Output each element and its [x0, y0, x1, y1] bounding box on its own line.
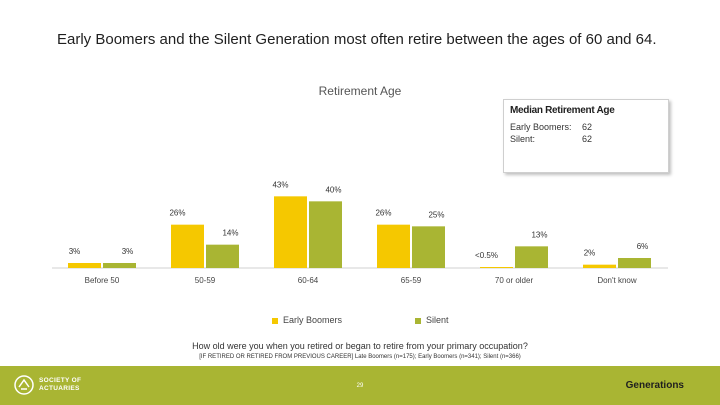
legend-label: Silent — [426, 315, 449, 325]
x-tick-label: Don't know — [597, 276, 637, 285]
data-label: 25% — [428, 210, 444, 219]
bar-silent — [412, 226, 445, 268]
chart-title: Retirement Age — [318, 84, 402, 98]
median-row-silent: Silent: 62 — [510, 134, 592, 144]
data-label: 43% — [272, 180, 288, 189]
bar-silent — [206, 244, 239, 268]
data-label: 26% — [169, 209, 185, 218]
data-label: 40% — [325, 185, 341, 194]
median-row-label: Early Boomers: — [510, 122, 572, 132]
footer-bar: SOCIETY OF ACTUARIES 29 Generations — [0, 366, 720, 405]
median-retirement-age-box: Median Retirement Age Early Boomers: 62 … — [503, 99, 669, 173]
legend-swatch-silent — [415, 317, 421, 324]
bar-early-boomers — [274, 196, 307, 268]
x-tick-label: 50-59 — [195, 276, 216, 285]
legend-item-early-boomers: Early Boomers — [272, 315, 342, 325]
sample-note: [IF RETIRED OR RETIRED FROM PREVIOUS CAR… — [199, 354, 521, 360]
median-box-title: Median Retirement Age — [510, 105, 615, 116]
legend-swatch-early-boomers — [272, 317, 278, 324]
data-label: 3% — [122, 247, 134, 256]
logo-line-2: ACTUARIES — [39, 385, 80, 392]
x-tick-label: Before 50 — [85, 276, 120, 285]
soa-logo-icon — [14, 375, 34, 395]
generations-brand: Generations — [625, 380, 684, 391]
bar-silent — [103, 263, 136, 268]
slide-headline: Early Boomers and the Silent Generation … — [57, 31, 657, 48]
bar-early-boomers — [583, 264, 616, 268]
page-number: 29 — [356, 383, 364, 389]
x-tick-label: 60-64 — [298, 276, 319, 285]
bar-early-boomers — [171, 224, 204, 268]
median-row-value: 62 — [582, 122, 593, 132]
bar-early-boomers — [377, 224, 410, 268]
data-label: <0.5% — [475, 251, 498, 260]
data-label: 26% — [375, 209, 391, 218]
legend-item-silent: Silent — [415, 315, 449, 325]
bar-silent — [515, 246, 548, 268]
x-tick-label: 65-59 — [401, 276, 422, 285]
median-row-early-boomers: Early Boomers: 62 — [510, 122, 592, 132]
data-label: 2% — [584, 249, 596, 258]
x-tick-label: 70 or older — [495, 276, 534, 285]
bar-silent — [618, 258, 651, 268]
bar-chart: 3% 3% Before 50 26% 14% 50-59 43% 40% 60-64 26% 25… — [52, 180, 668, 285]
bar-silent — [309, 201, 342, 268]
data-label: 13% — [531, 230, 547, 239]
logo-line-1: SOCIETY OF — [39, 377, 82, 384]
data-label: 14% — [222, 229, 238, 238]
survey-question: How old were you when you retired or beg… — [192, 341, 528, 351]
data-label: 3% — [69, 247, 81, 256]
bar-early-boomers — [68, 263, 101, 268]
soa-logo: SOCIETY OF ACTUARIES — [14, 375, 124, 397]
legend-label: Early Boomers — [283, 315, 343, 325]
median-row-label: Silent: — [510, 134, 536, 144]
bar-early-boomers — [480, 267, 513, 268]
median-row-value: 62 — [582, 134, 593, 144]
data-label: 6% — [637, 242, 649, 251]
